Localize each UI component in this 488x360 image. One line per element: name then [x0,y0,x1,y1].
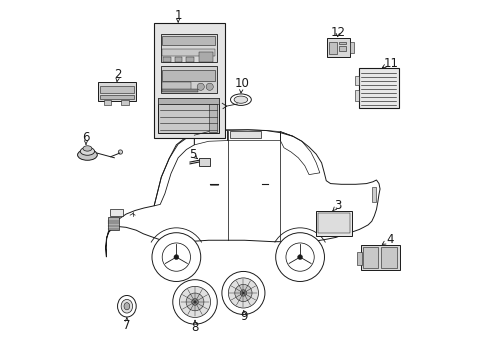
Text: 4: 4 [385,233,393,246]
Bar [100,95,134,99]
Bar [185,57,194,62]
Text: 10: 10 [234,77,248,90]
Bar [108,217,119,230]
Text: 7: 7 [123,319,130,332]
Polygon shape [105,130,379,257]
Circle shape [152,233,201,282]
Ellipse shape [172,280,217,324]
Bar [174,57,182,62]
Ellipse shape [121,300,132,313]
Bar [158,98,218,134]
Bar [158,98,218,104]
Bar [326,38,349,57]
Text: 11: 11 [383,57,398,69]
Bar [360,244,399,270]
Bar [110,210,122,216]
Ellipse shape [228,278,258,308]
Bar [199,51,213,62]
Bar [339,45,346,51]
Text: 9: 9 [240,310,248,324]
Bar [162,36,215,45]
Bar [162,49,215,56]
Bar [160,66,217,93]
Text: 3: 3 [333,199,341,212]
Bar [162,89,198,92]
Text: 1: 1 [174,9,182,22]
Text: 8: 8 [191,320,198,333]
Circle shape [197,83,204,90]
Bar [121,100,128,105]
Bar [354,90,359,101]
Circle shape [297,255,302,260]
Ellipse shape [230,94,251,105]
Bar [230,131,260,138]
Text: 12: 12 [329,27,345,40]
Ellipse shape [186,293,203,311]
Bar [154,23,224,138]
Bar [162,69,215,81]
Circle shape [206,83,213,90]
Bar [356,252,361,265]
Ellipse shape [234,284,251,302]
Bar [100,86,134,93]
Circle shape [275,233,324,282]
Ellipse shape [83,146,92,151]
Bar [380,247,396,268]
Ellipse shape [222,271,264,315]
Text: 5: 5 [188,148,196,161]
Bar [358,68,398,108]
Ellipse shape [78,149,97,160]
Bar [98,82,136,101]
Ellipse shape [234,96,247,103]
Bar [339,41,346,44]
Ellipse shape [179,286,210,318]
Ellipse shape [191,298,198,305]
Text: 6: 6 [82,131,90,144]
Bar [316,211,351,235]
Bar [103,100,110,105]
Bar [163,57,171,62]
Ellipse shape [240,290,246,296]
Ellipse shape [80,147,94,155]
Bar [162,82,190,91]
Bar [328,42,337,54]
Bar [208,98,216,132]
Bar [199,158,209,166]
Bar [160,34,217,62]
Ellipse shape [117,296,136,317]
Bar [318,213,349,233]
Bar [349,42,353,53]
Bar [354,76,359,85]
Bar [363,247,377,268]
Ellipse shape [118,150,122,154]
Ellipse shape [124,303,129,310]
Text: 2: 2 [114,68,122,81]
Bar [371,187,376,202]
Circle shape [174,255,179,260]
